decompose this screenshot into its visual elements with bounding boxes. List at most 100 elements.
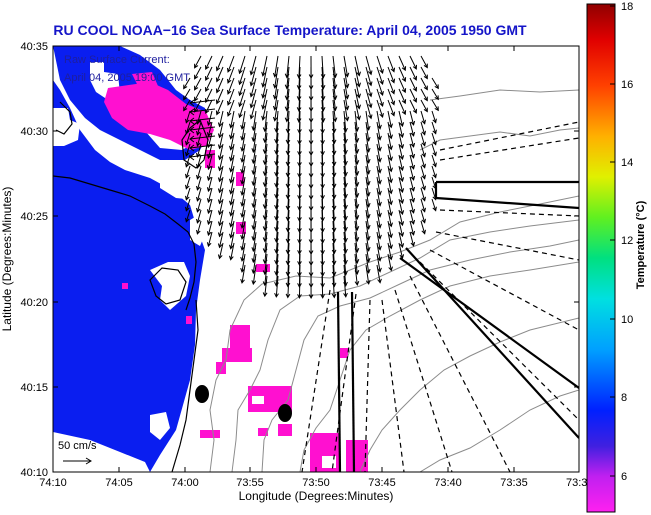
- y-tick-labels: 40:35 40:30 40:25 40:20 40:15 40:10: [20, 41, 48, 479]
- current-vector: [285, 143, 291, 167]
- cold-water-region: [53, 46, 205, 472]
- current-vector: [343, 99, 350, 122]
- current-vectors: [183, 55, 439, 300]
- colorbar-tick: 6: [621, 471, 627, 483]
- current-vector: [185, 165, 191, 179]
- current-vector: [431, 110, 437, 124]
- current-vector: [420, 55, 428, 69]
- current-vector: [376, 187, 382, 207]
- current-vector: [194, 66, 202, 80]
- current-vector: [240, 154, 246, 174]
- current-vector: [409, 209, 416, 225]
- current-vector: [409, 198, 416, 214]
- current-vector: [205, 77, 213, 93]
- current-vector: [194, 88, 202, 102]
- current-vector: [409, 99, 417, 114]
- current-vector: [387, 77, 396, 95]
- current-vector: [387, 154, 393, 173]
- current-vector: [217, 143, 224, 161]
- current-vector: [387, 176, 393, 195]
- current-vector: [420, 110, 426, 125]
- current-vector: [409, 231, 416, 247]
- current-vector: [296, 77, 302, 101]
- current-vector: [285, 231, 291, 255]
- current-label-line1: Raw Surface Current:: [64, 54, 170, 66]
- current-vector: [261, 77, 268, 99]
- colorbar: 18 16 14 12 10 8 6 Temperature (°C): [586, 1, 647, 513]
- current-vector: [227, 66, 235, 84]
- current-vector: [376, 77, 384, 96]
- current-vector: [183, 99, 191, 112]
- y-axis: [53, 45, 579, 473]
- current-vector: [229, 198, 235, 217]
- current-vector: [206, 143, 213, 160]
- current-vector: [206, 198, 213, 215]
- current-vector: [215, 88, 224, 105]
- current-vector: [196, 198, 202, 213]
- current-vector: [217, 176, 224, 194]
- current-vector: [398, 231, 405, 249]
- current-vector: [398, 110, 405, 128]
- scale-arrow: [63, 457, 92, 465]
- current-vector: [240, 220, 246, 240]
- current-vector: [409, 121, 416, 137]
- current-vector: [183, 88, 191, 101]
- current-vector: [240, 242, 246, 262]
- current-vector: [206, 220, 213, 237]
- current-vector: [376, 55, 384, 74]
- current-vector: [285, 121, 291, 145]
- current-vector: [331, 231, 337, 255]
- channel-lines: [336, 180, 579, 472]
- current-vector: [206, 176, 213, 193]
- current-vector: [185, 198, 191, 212]
- current-vector: [331, 187, 337, 211]
- current-vector: [240, 121, 246, 141]
- current-vector: [206, 187, 213, 204]
- current-vector: [296, 99, 302, 123]
- current-vector: [387, 132, 393, 151]
- current-vector: [387, 121, 393, 140]
- current-vector: [376, 198, 382, 218]
- current-vector: [272, 99, 279, 122]
- current-vector: [431, 187, 437, 201]
- current-vector: [376, 253, 382, 273]
- current-vector: [320, 55, 326, 79]
- current-vector: [398, 154, 405, 172]
- current-vector: [398, 66, 407, 83]
- current-vector: [296, 88, 302, 112]
- current-vector: [398, 99, 407, 116]
- current-vector: [249, 99, 257, 120]
- current-vector: [431, 176, 437, 190]
- current-vector: [185, 187, 191, 201]
- current-vector: [240, 143, 246, 163]
- current-vector: [320, 77, 326, 101]
- current-vector: [285, 132, 291, 156]
- current-vector: [229, 154, 235, 173]
- y-tick-label: 40:30: [20, 126, 48, 138]
- current-vector: [217, 187, 224, 205]
- current-vector: [354, 66, 361, 88]
- current-vector: [376, 242, 382, 262]
- colorbar-tick: 12: [621, 235, 633, 247]
- current-vector: [261, 88, 268, 110]
- current-vector: [308, 275, 314, 300]
- current-vector: [354, 77, 361, 99]
- coastline: [53, 101, 209, 472]
- current-vector: [262, 275, 268, 298]
- current-vector: [217, 242, 224, 260]
- current-vector: [376, 176, 382, 196]
- current-vector: [189, 144, 216, 152]
- current-vector: [285, 187, 291, 211]
- current-vector: [215, 66, 224, 83]
- current-vector: [343, 88, 350, 111]
- current-vector: [331, 275, 337, 299]
- current-vector: [365, 99, 373, 120]
- current-vector: [365, 77, 373, 98]
- current-vector: [431, 198, 437, 212]
- shipping-lanes: [301, 121, 579, 472]
- current-vector: [387, 99, 396, 117]
- current-vector: [431, 99, 439, 112]
- current-vector: [387, 253, 393, 272]
- current-vector: [217, 154, 224, 172]
- current-vector: [431, 143, 437, 157]
